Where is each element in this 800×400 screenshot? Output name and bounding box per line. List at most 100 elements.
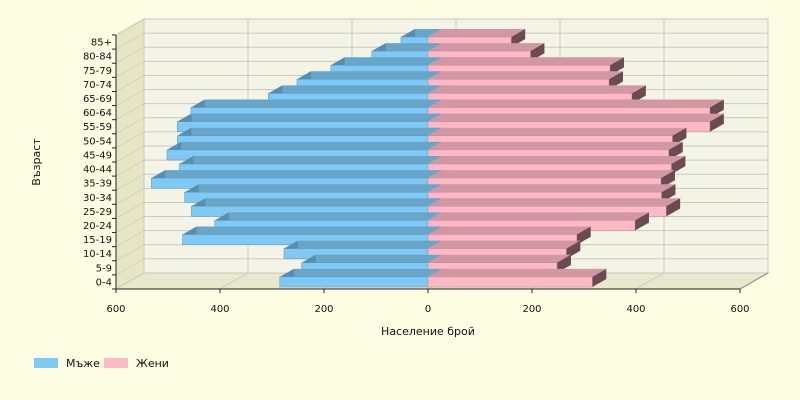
bar-male-80-84 (371, 43, 442, 62)
bar-end (668, 141, 683, 161)
legend-label-female: Жени (136, 357, 169, 370)
bar-end (530, 43, 545, 62)
y-axis-title: Възраст (30, 138, 43, 186)
bar-top (151, 170, 443, 179)
bar-top (184, 184, 442, 193)
bar-top (191, 198, 442, 207)
bar-end (631, 85, 646, 104)
legend-label-male: Мъже (66, 357, 100, 370)
gridline-side (115, 117, 145, 135)
gridline-side (115, 46, 145, 64)
bar-female-40-44 (427, 155, 686, 175)
bar-female-0-4 (427, 268, 607, 288)
bar-top (330, 57, 442, 66)
x-tick-label: 200 (522, 304, 541, 315)
y-tick-label: 20-24 (83, 221, 112, 232)
bar-end (671, 155, 686, 175)
gridline-side (115, 18, 145, 36)
gridline-side (115, 173, 145, 191)
bar-end (661, 184, 676, 203)
bar-male-35-39 (151, 170, 443, 189)
x-axis-title: Население брой (381, 325, 475, 338)
bar-top (283, 240, 442, 249)
bar-top (166, 141, 442, 150)
bar-end (666, 198, 681, 217)
bar-top (428, 71, 623, 80)
bar-end (511, 28, 526, 48)
bar-top (371, 43, 442, 52)
gridline-side (115, 202, 145, 219)
bar-female-45-49 (427, 141, 683, 161)
axes: 0-4 5-9 10-14 15-19 20-24 25-29 30-34 35-39 40-4… (83, 34, 769, 315)
y-tick-label: 30-34 (83, 193, 112, 204)
bar-top (268, 85, 442, 94)
gridline-side (115, 230, 145, 248)
bar-female-50-54 (427, 127, 687, 147)
y-tick-label: 25-29 (83, 207, 112, 218)
gridline-side (115, 32, 145, 50)
legend-swatch-female (104, 358, 128, 368)
bar-end (566, 240, 581, 259)
y-tick-label: 55-59 (83, 122, 112, 133)
bar-front (427, 276, 593, 288)
bar-top (177, 127, 443, 136)
x-tick-label: 200 (314, 304, 333, 315)
bar-top (296, 71, 442, 80)
bar-top (182, 226, 442, 235)
bar-female-55-59 (427, 113, 724, 133)
gridline-side (115, 216, 145, 233)
gridline-side (115, 60, 145, 78)
bar-top (428, 226, 591, 235)
bar-top (177, 113, 443, 122)
legend-swatch-male (34, 358, 58, 368)
bar-top (428, 85, 646, 94)
gridline-side (115, 159, 145, 177)
bar-front (279, 276, 429, 288)
bar-top (279, 268, 442, 277)
bar-female-60-64 (427, 99, 724, 118)
bar-end (556, 254, 571, 273)
bar-top (428, 127, 687, 136)
bar-female-25-29 (427, 198, 681, 217)
bar-top (428, 28, 526, 37)
bar-top (428, 170, 675, 179)
bar-male-5-9 (301, 254, 442, 274)
bar-top (428, 57, 624, 66)
y-tick-label: 10-14 (83, 249, 112, 260)
gridline-side (115, 89, 145, 106)
bar-male-85+ (400, 28, 442, 48)
bar-female-80-84 (427, 43, 545, 62)
bar-top (428, 155, 686, 164)
bar-end (672, 127, 687, 146)
gridline-side (115, 272, 145, 290)
bar-female-5-9 (427, 254, 571, 274)
y-tick-label: 40-44 (83, 165, 112, 176)
bar-female-75-79 (427, 57, 624, 76)
gridline-side (115, 258, 145, 276)
y-tick-label: 70-74 (83, 80, 112, 91)
x-tick-label: 400 (210, 304, 229, 315)
gridline-side (115, 145, 145, 163)
bar-end (592, 268, 607, 288)
x-tick-label: 0 (425, 304, 431, 315)
bar-top (428, 198, 681, 207)
bar-top (428, 113, 724, 122)
bar-top (428, 240, 581, 249)
bar-top (428, 184, 676, 193)
gridline-side (115, 103, 145, 121)
bar-female-35-39 (427, 170, 675, 189)
gridline-floor (219, 272, 249, 290)
bars (151, 28, 724, 288)
bar-end (634, 212, 649, 231)
bar-top (428, 43, 545, 52)
gridline-side (115, 244, 145, 262)
y-tick-label: 75-79 (83, 66, 112, 77)
y-tick-label: 60-64 (83, 108, 112, 119)
x-tick-label: 400 (626, 304, 645, 315)
bar-top (428, 268, 607, 277)
y-tick-label: 5-9 (96, 263, 112, 274)
bar-top (190, 99, 442, 108)
bar-end (709, 99, 724, 118)
gridline-side (115, 131, 145, 149)
floor-edge (739, 272, 769, 290)
